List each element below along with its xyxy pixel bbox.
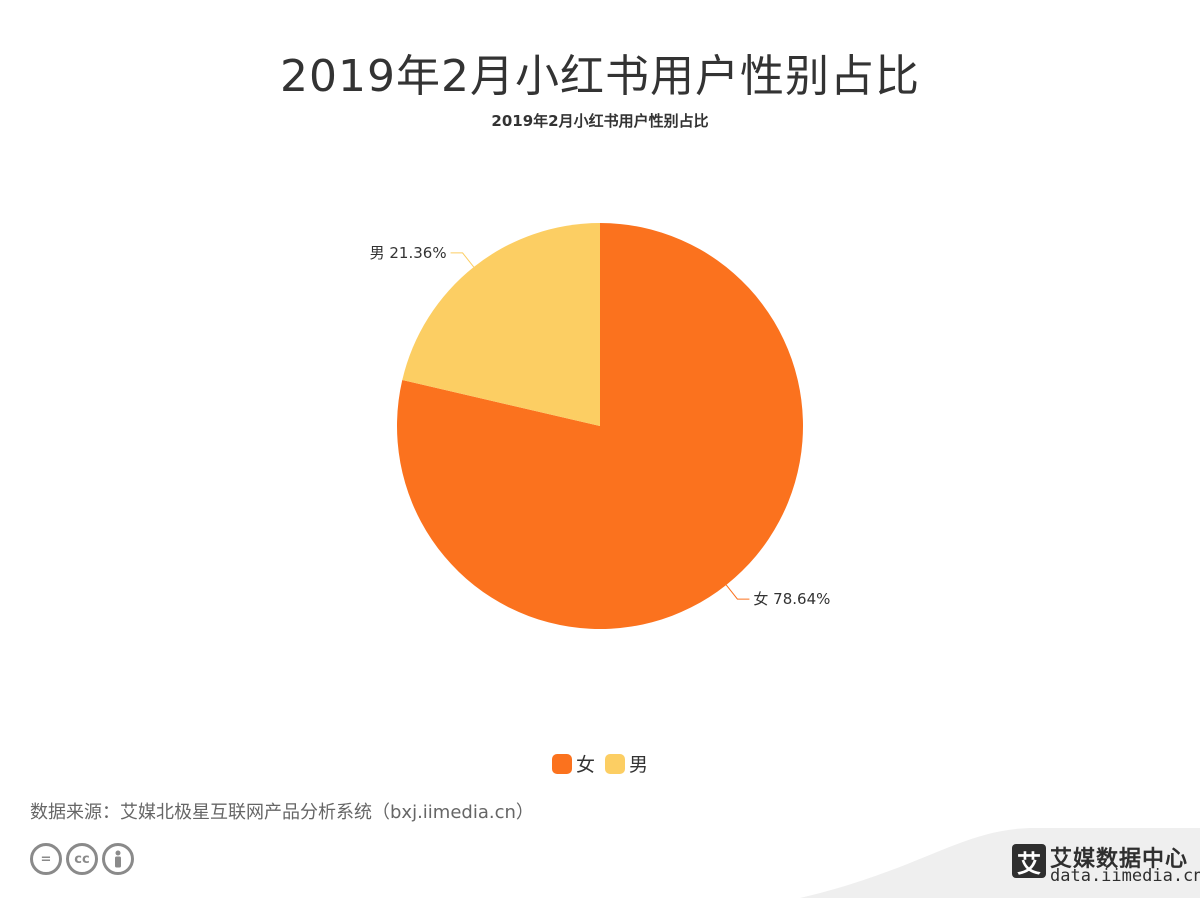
data-source-text: 数据来源：艾媒北极星互联网产品分析系统（bxj.iimedia.cn） [30, 802, 534, 823]
brand-band [800, 828, 1200, 898]
legend-swatch-female [551, 753, 572, 774]
brand-logo-icon: 艾 [1012, 844, 1046, 878]
legend-label-female: 女 [575, 754, 595, 776]
pie-chart: 女 78.64% 男 21.36% [370, 223, 830, 629]
equals-icon: = [30, 843, 62, 875]
leader-line-female [725, 584, 750, 600]
brand-url: data.iimedia.cn [1050, 866, 1200, 886]
legend-label-male: 男 [629, 754, 649, 776]
data-label-female: 女 78.64% [753, 590, 830, 608]
license-icons: = cc [30, 843, 134, 875]
pie-slice-female[interactable] [397, 223, 804, 629]
legend-swatch-male [605, 753, 625, 774]
legend-item-female[interactable]: 女 [551, 750, 595, 777]
chart-subtitle: 2019年2月小红书用户性别占比 [491, 112, 709, 130]
cc-icon: cc [66, 843, 98, 875]
legend: 女 男 [0, 750, 1200, 777]
brand-name: 艾媒数据中心 [1050, 847, 1189, 872]
legend-item-male[interactable]: 男 [605, 750, 648, 777]
leader-line-male [450, 252, 475, 268]
person-icon [102, 843, 134, 875]
pie-slice-male[interactable] [402, 223, 600, 426]
data-label-male: 男 21.36% [370, 244, 447, 262]
page-title: 2019年2月小红书用户性别占比 [280, 51, 920, 102]
